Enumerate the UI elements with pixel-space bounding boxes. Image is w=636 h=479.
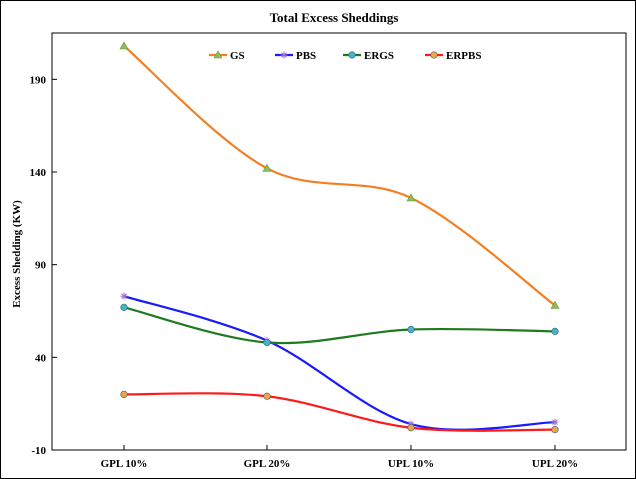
y-tick-label: 90 (35, 260, 47, 272)
y-tick-label: -10 (31, 445, 46, 457)
legend-marker (348, 51, 356, 59)
x-tick-label: UPL 20% (532, 458, 578, 470)
legend-item-erpbs: ERPBS (425, 50, 481, 62)
chart-title: Total Excess Sheddings (270, 10, 399, 25)
series-line-pbs (122, 295, 557, 431)
y-axis-label: Excess Shedding (KW) (11, 200, 23, 308)
x-tick-label: UPL 10% (388, 458, 434, 470)
y-tick-label: 40 (35, 352, 47, 364)
legend-marker (213, 50, 223, 59)
legend-item-ergs: ERGS (343, 50, 394, 62)
legend-marker (430, 51, 438, 59)
data-point-erpbs (407, 424, 415, 432)
y-tick-label: 190 (30, 74, 47, 86)
x-tick-label: GPL 10% (101, 458, 148, 470)
legend-label: ERPBS (446, 50, 481, 62)
data-point-ergs (551, 327, 559, 335)
data-point-ergs (263, 338, 271, 347)
legend-item-pbs: PBS (275, 50, 316, 62)
data-point-gs (119, 41, 129, 50)
data-point-pbs (551, 418, 559, 426)
data-point-ergs (407, 325, 415, 334)
plot-area-frame (51, 32, 627, 451)
data-point-gs (262, 163, 272, 172)
legend-label: PBS (296, 50, 316, 62)
data-point-pbs (120, 292, 128, 300)
legend-item-gs: GS (209, 50, 245, 62)
data-point-gs (406, 193, 416, 202)
data-point-erpbs (263, 392, 271, 400)
data-point-ergs (120, 303, 128, 311)
legend-label: ERGS (364, 50, 394, 62)
series-line-gs (122, 44, 557, 307)
series-line-erpbs (122, 392, 557, 432)
data-point-erpbs (551, 426, 559, 434)
legend-marker (280, 51, 288, 59)
series-line-ergs (122, 306, 557, 345)
data-point-gs (550, 300, 560, 309)
y-tick-label: 140 (30, 167, 47, 179)
x-tick-label: GPL 20% (244, 458, 291, 470)
data-point-erpbs (120, 390, 128, 399)
legend-label: GS (230, 50, 245, 62)
